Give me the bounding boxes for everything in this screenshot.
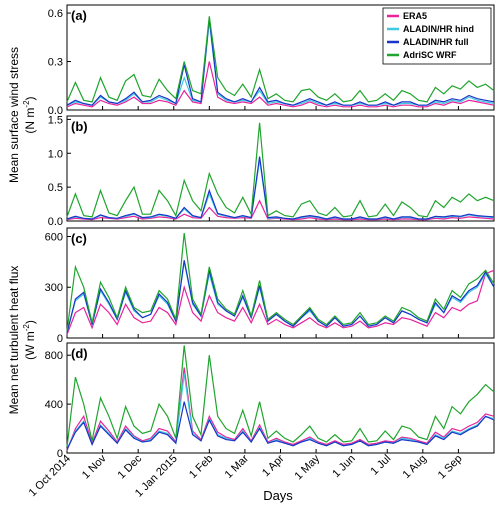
legend-label: ERA5 <box>403 11 427 21</box>
y-tick-label: 1.0 <box>48 148 63 160</box>
y-tick-label: 300 <box>45 282 63 294</box>
y-axis-label-bottom-sup: -2 <box>22 324 31 332</box>
series-line-aladin-hr-full <box>66 401 495 450</box>
plot-frame <box>66 342 495 454</box>
series-line-era5 <box>66 61 495 108</box>
x-tick-label: 1 Oct 2014 <box>27 453 74 500</box>
x-tick-label: 1 Jul <box>368 453 393 478</box>
legend-label: ALADIN/HR hind <box>403 24 474 34</box>
series-line-adrisc-wrf <box>66 233 495 332</box>
x-tick-label: 1 Feb <box>187 453 215 481</box>
x-tick-label: 1 Apr <box>260 452 287 479</box>
x-axis-label: Days <box>263 488 293 503</box>
x-tick-label: 1 Sep <box>436 453 465 482</box>
y-tick-label: 0.0 <box>48 105 63 117</box>
x-tick-label: 1 May <box>293 452 323 482</box>
panel-label: (d) <box>71 346 88 361</box>
x-tick-label: 1 Mar <box>223 452 252 481</box>
plot-frame <box>66 115 495 222</box>
x-tick-label: 1 Dec <box>115 452 144 481</box>
y-axis-label-top-sup: -2 <box>22 100 31 108</box>
legend-label: AdriSC WRF <box>403 50 457 60</box>
y-axis-label-bottom-line1: Mean net turbulent heat flux <box>7 266 21 415</box>
series-line-aladin-hr-full <box>66 17 495 106</box>
y-tick-label: 0.3 <box>48 57 63 69</box>
y-axis-label-bottom: Mean net turbulent heat flux <box>7 266 21 415</box>
series-line-era5 <box>66 367 495 451</box>
y-tick-label: 800 <box>45 350 63 362</box>
y-axis-label-top-units: (N m-2) <box>22 96 37 133</box>
series-line-adrisc-wrf <box>66 345 495 447</box>
y-tick-label: 0.0 <box>48 216 63 228</box>
panel-a: 0.0 0.3 0.6 (a) ERA5 ALADIN/HR hind ALADIN/HR … <box>48 4 495 117</box>
series-line-era5 <box>66 269 495 335</box>
y-axis-label-bottom-close: ) <box>23 320 37 324</box>
y-axis-label-top-close: ) <box>23 96 37 100</box>
x-tick-label: 1 Jun <box>330 453 358 481</box>
y-axis-label-top: Mean surface wind stress <box>7 47 21 183</box>
y-axis-label-bottom-unit: (W m <box>23 331 37 360</box>
panel-d: 0 400 800 (d) <box>45 342 495 460</box>
panel-label: (a) <box>71 8 87 23</box>
y-tick-label: 0 <box>57 333 63 345</box>
y-tick-label: 1.5 <box>48 114 63 126</box>
x-tick-label: 1 Aug <box>401 453 429 481</box>
legend-box <box>382 7 492 65</box>
series-line-aladin-hr-full <box>66 260 495 334</box>
series-line-aladin-hr-full <box>66 156 495 220</box>
panel-label: (c) <box>71 231 87 246</box>
panel-label: (b) <box>71 119 88 134</box>
y-tick-label: 0 <box>57 448 63 460</box>
x-tick-label: 1 Nov <box>80 452 109 481</box>
y-axis-label-top-line1: Mean surface wind stress <box>7 47 21 183</box>
y-tick-label: 0.6 <box>48 8 63 20</box>
series-line-adrisc-wrf <box>66 16 495 103</box>
panel-c: 0 300 600 (c) <box>45 227 495 345</box>
y-tick-label: 0.5 <box>48 182 63 194</box>
panel-b: 0.0 0.5 1.0 1.5 (b) <box>48 114 495 228</box>
y-tick-label: 400 <box>45 399 63 411</box>
y-axis-label-bottom-units: (W m-2) <box>22 320 37 360</box>
y-axis-label-top-unit: (N m <box>23 108 37 134</box>
series-line-adrisc-wrf <box>66 122 495 218</box>
panels: 0.0 0.3 0.6 (a) ERA5 ALADIN/HR hind ALADIN/HR … <box>27 4 495 500</box>
legend-label: ALADIN/HR full <box>403 37 469 47</box>
y-tick-label: 600 <box>45 231 63 243</box>
